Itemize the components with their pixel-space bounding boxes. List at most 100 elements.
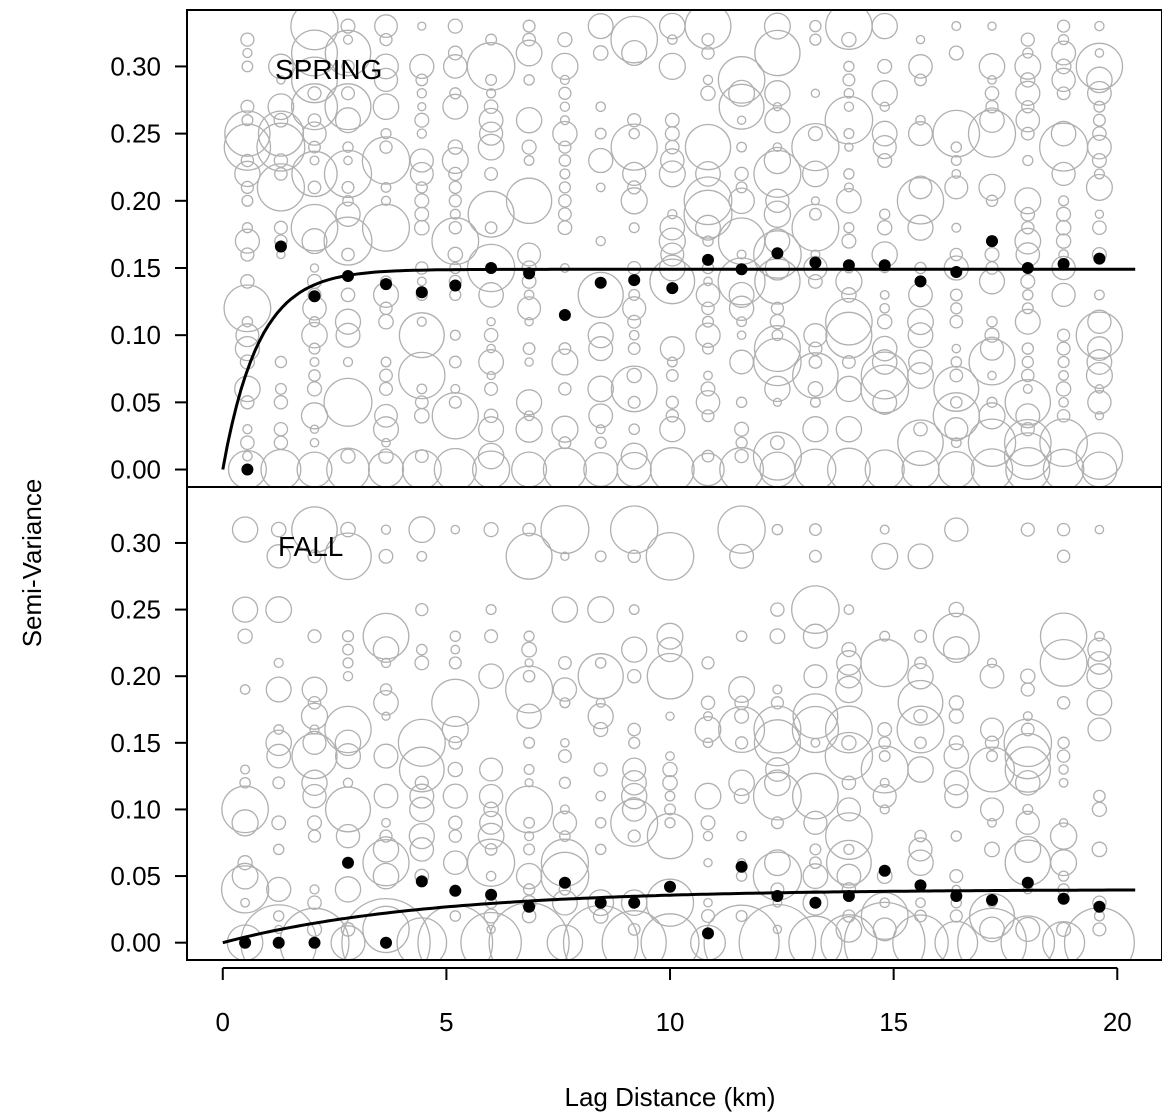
cloud-circle	[414, 449, 429, 464]
cloud-circle	[754, 29, 801, 77]
cloud-circle	[769, 628, 786, 645]
cloud-circle	[659, 416, 686, 443]
cloud-circle	[416, 383, 428, 395]
cloud-circle	[274, 355, 288, 369]
cloud-circle	[1087, 309, 1112, 334]
cloud-circle	[627, 314, 642, 329]
cloud-circle	[587, 889, 615, 917]
cloud-circle	[341, 247, 355, 262]
cloud-circle	[694, 716, 722, 743]
cloud-circle	[700, 908, 716, 924]
cloud-circle	[558, 382, 572, 396]
cloud-circle	[241, 222, 254, 234]
cloud-circle	[772, 101, 783, 112]
cloud-circle	[551, 415, 579, 443]
cloud-circle	[843, 843, 855, 856]
cloud-circle	[628, 604, 640, 616]
cloud-circle	[340, 922, 356, 937]
cloud-circle	[521, 641, 538, 658]
cloud-circle	[1056, 696, 1071, 710]
cloud-circle	[628, 127, 640, 140]
cloud-circle	[558, 342, 572, 356]
cloud-circle	[372, 93, 400, 121]
cloud-circle	[610, 798, 659, 847]
cloud-circle	[379, 301, 393, 316]
cloud-circle	[656, 622, 684, 650]
cloud-circle	[505, 785, 554, 834]
cloud-circle	[772, 684, 783, 695]
cloud-circle	[826, 447, 871, 486]
cloud-circle	[871, 335, 898, 362]
cloud-circle	[701, 315, 715, 328]
semivariance-point	[702, 253, 714, 266]
cloud-circle	[272, 843, 285, 856]
cloud-circle	[477, 442, 505, 470]
cloud-circle	[803, 664, 828, 689]
cloud-circle	[843, 901, 926, 959]
cloud-circle	[478, 783, 504, 809]
cloud-circle	[223, 284, 272, 333]
cloud-circle	[442, 783, 468, 809]
cloud-circle	[978, 173, 1006, 202]
cloud-circle	[379, 829, 393, 843]
cloud-circle	[913, 708, 928, 724]
cloud-circle	[694, 214, 722, 241]
cloud-circle	[702, 711, 714, 722]
cloud-circle	[1014, 52, 1042, 80]
cloud-circle	[441, 715, 469, 744]
cloud-circle	[1022, 289, 1034, 301]
y-tick-label: 0.20	[110, 186, 161, 216]
cloud-circle	[664, 817, 676, 829]
cloud-circle	[307, 180, 322, 195]
cloud-circle	[877, 58, 893, 74]
cloud-circle	[763, 12, 791, 40]
cloud-circle	[588, 336, 614, 362]
cloud-circle	[621, 636, 648, 663]
cloud-circle	[308, 316, 321, 328]
cloud-circle	[841, 735, 857, 751]
cloud-circle	[324, 83, 372, 131]
cloud-circle	[373, 783, 399, 809]
cloud-circle	[588, 147, 614, 174]
cloud-circle	[523, 843, 536, 856]
cloud-circle	[341, 630, 355, 643]
cloud-circle	[595, 235, 606, 247]
cloud-circle	[769, 435, 785, 451]
cloud-circle	[378, 448, 394, 464]
cloud-circle	[342, 356, 354, 368]
cloud-circle	[649, 447, 695, 486]
semivariance-point	[523, 267, 536, 280]
cloud-circle	[485, 870, 497, 882]
cloud-circle	[242, 47, 253, 59]
cloud-circle	[416, 276, 427, 287]
cloud-circle	[1020, 126, 1035, 141]
cloud-circle	[595, 424, 606, 435]
cloud-circle	[240, 247, 255, 262]
cloud-circle	[610, 123, 658, 171]
y-tick-label: 0.20	[110, 661, 161, 691]
cloud-circle	[414, 206, 430, 222]
cloud-circle	[1086, 134, 1112, 160]
cloud-circle	[587, 375, 615, 403]
cloud-circle	[343, 155, 353, 166]
cloud-circle	[587, 13, 614, 40]
cloud-circle	[361, 136, 411, 185]
cloud-circle	[770, 696, 785, 710]
cloud-circle	[448, 355, 462, 369]
cloud-circle	[1015, 403, 1041, 429]
cloud-circle	[1058, 777, 1069, 788]
cloud-circle	[486, 370, 496, 381]
cloud-circle	[663, 803, 677, 816]
cloud-circle	[942, 636, 970, 664]
cloud-circle	[951, 343, 962, 354]
cloud-circle	[765, 757, 790, 782]
cloud-circle	[1020, 32, 1035, 47]
cloud-circle	[240, 99, 255, 114]
cloud-circle	[442, 54, 468, 79]
cloud-circle	[736, 141, 748, 153]
cloud-circle	[1051, 67, 1076, 93]
cloud-circle	[517, 242, 542, 267]
cloud-circle	[524, 316, 534, 327]
cloud-circle	[542, 447, 588, 486]
cloud-circle	[1092, 113, 1106, 127]
